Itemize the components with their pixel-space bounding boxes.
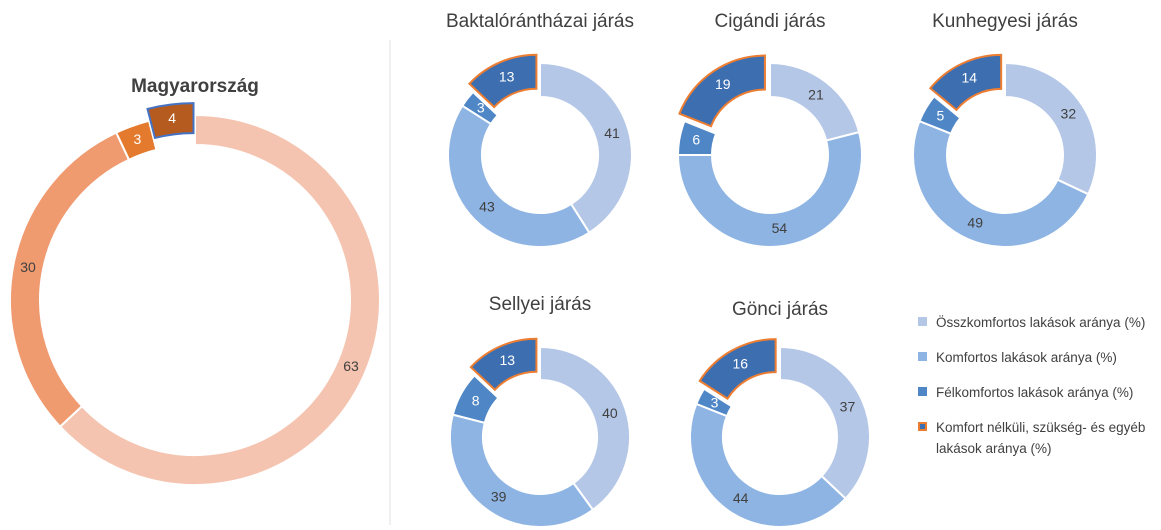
chart-title: Kunhegyesi járás — [932, 11, 1078, 32]
data-label: 40 — [602, 405, 618, 421]
donut-segment — [539, 345, 631, 512]
legend-label: Komfortos lakások aránya (%) — [936, 350, 1117, 365]
data-label: 39 — [491, 488, 507, 504]
donut-segment — [114, 119, 158, 162]
chart-title: Sellyei járás — [489, 294, 591, 315]
donut-segment — [460, 90, 500, 126]
legend-label: Komfort nélküli, szükség- és egyéb lakás… — [936, 420, 1146, 456]
donut-segment — [676, 119, 718, 156]
donut-segment — [447, 104, 591, 248]
data-label: 32 — [1061, 106, 1077, 122]
legend-item: Összkomfortos lakások aránya (%) — [918, 312, 1158, 333]
donut-segment — [449, 413, 595, 528]
data-label: 21 — [808, 86, 824, 102]
data-label: 13 — [499, 352, 515, 368]
donut-segment — [451, 373, 500, 425]
donut-segment — [689, 402, 848, 528]
donut-segment — [695, 387, 734, 418]
chart-title: Cigándi járás — [715, 11, 826, 32]
data-label: 30 — [20, 259, 36, 275]
data-label: 19 — [715, 76, 731, 92]
legend-label: Félkomfortos lakások aránya (%) — [936, 385, 1134, 400]
donut-segment — [676, 130, 863, 248]
legend-item: Komfortos lakások aránya (%) — [918, 347, 1158, 368]
legend-swatch — [918, 422, 927, 431]
data-label: 3 — [711, 394, 719, 410]
chart-title: Gönci járás — [732, 299, 828, 320]
data-label: 6 — [692, 132, 700, 148]
data-label: 14 — [961, 70, 977, 86]
data-label: 8 — [472, 392, 480, 408]
donut-segment — [928, 53, 1003, 112]
donut-segment — [918, 94, 962, 135]
donut-segment — [539, 61, 633, 235]
data-label: 3 — [134, 131, 142, 147]
data-label: 44 — [733, 490, 749, 506]
legend-label: Összkomfortos lakások aránya (%) — [936, 315, 1146, 330]
data-label: 43 — [479, 199, 495, 215]
data-label: 41 — [604, 125, 620, 141]
chart-title: Magyarország — [131, 76, 259, 97]
donut-segment — [912, 119, 1090, 248]
data-label: 3 — [477, 100, 485, 116]
data-label: 16 — [732, 355, 748, 371]
legend: Összkomfortos lakások aránya (%) Komforto… — [918, 312, 1158, 473]
donut-segment — [698, 338, 777, 400]
chart-title: Baktalórántházai járás — [446, 11, 634, 32]
donut-segment — [9, 131, 131, 429]
data-label: 49 — [967, 215, 983, 231]
legend-item: Komfort nélküli, szükség- és egyéb lakás… — [918, 417, 1158, 459]
data-label: 5 — [937, 108, 945, 124]
donut-segment — [678, 54, 766, 128]
donut-segment — [779, 345, 871, 501]
donut-segment — [467, 53, 538, 109]
donut-segment — [58, 113, 381, 486]
data-label: 54 — [772, 220, 788, 236]
donut-segment — [146, 102, 195, 140]
legend-swatch — [918, 317, 927, 326]
data-label: 4 — [168, 110, 176, 126]
data-label: 13 — [499, 69, 515, 85]
data-label: 63 — [343, 358, 359, 374]
legend-swatch — [918, 352, 927, 361]
data-label: 37 — [840, 399, 856, 415]
donut-segment — [1004, 61, 1098, 196]
legend-item: Félkomfortos lakások aránya (%) — [918, 382, 1158, 403]
donut-segment — [469, 337, 538, 392]
legend-swatch — [918, 387, 927, 396]
